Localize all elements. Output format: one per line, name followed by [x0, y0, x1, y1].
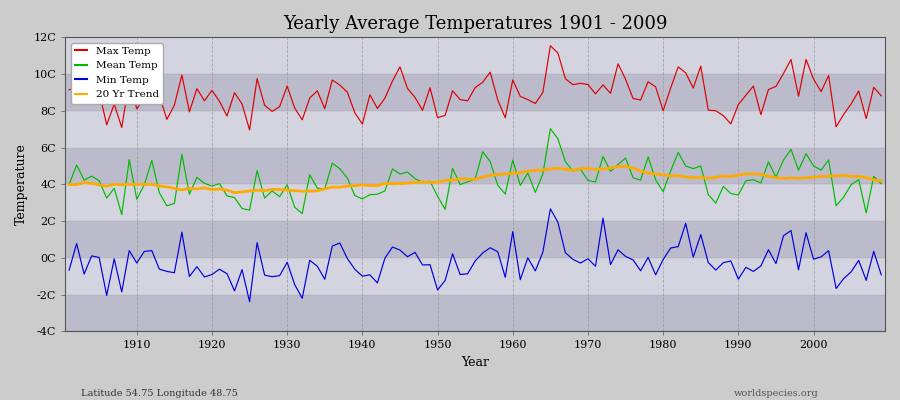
Bar — [66, 184, 885, 221]
Text: Latitude 54.75 Longitude 48.75: Latitude 54.75 Longitude 48.75 — [81, 389, 238, 398]
Bar — [66, 295, 885, 332]
Bar — [66, 74, 885, 111]
Bar — [66, 148, 885, 184]
Bar — [66, 37, 885, 74]
Title: Yearly Average Temperatures 1901 - 2009: Yearly Average Temperatures 1901 - 2009 — [283, 15, 668, 33]
Legend: Max Temp, Mean Temp, Min Temp, 20 Yr Trend: Max Temp, Mean Temp, Min Temp, 20 Yr Tre… — [70, 42, 163, 104]
Y-axis label: Temperature: Temperature — [15, 144, 28, 225]
Bar — [66, 111, 885, 148]
X-axis label: Year: Year — [461, 356, 490, 369]
Bar — [66, 258, 885, 295]
Text: worldspecies.org: worldspecies.org — [734, 389, 819, 398]
Bar — [66, 221, 885, 258]
